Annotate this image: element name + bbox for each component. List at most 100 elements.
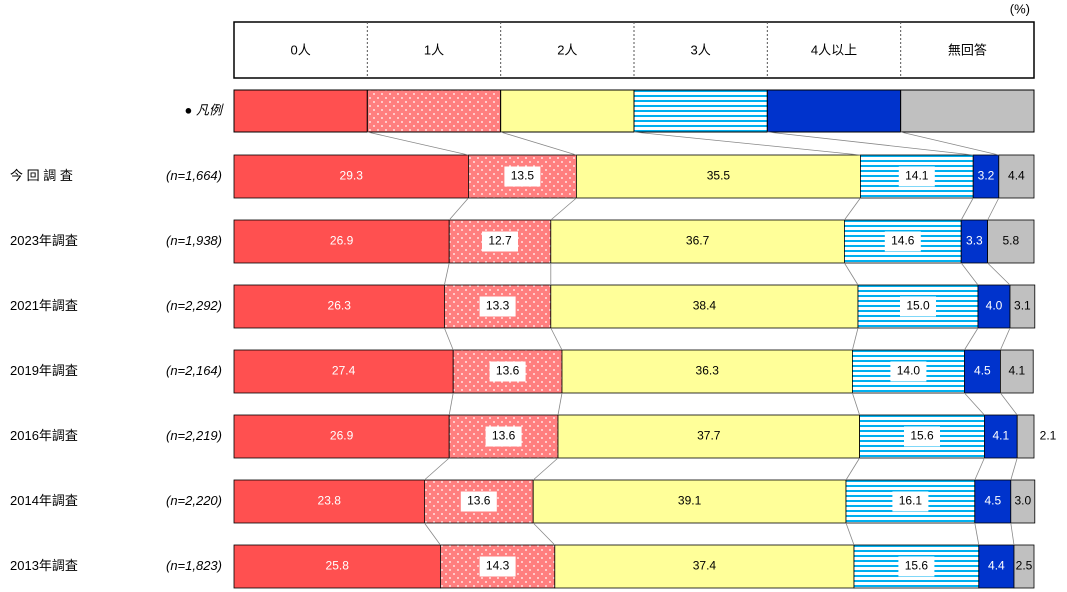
- label-box: [460, 491, 497, 512]
- data-label: 3.1: [1014, 299, 1031, 313]
- label-box: [898, 166, 935, 187]
- data-label: 14.0: [897, 364, 921, 378]
- data-label: 37.7: [697, 429, 721, 443]
- legend-label: ● 凡例: [185, 102, 224, 117]
- connector: [424, 522, 441, 546]
- bar-segment: [987, 219, 1035, 264]
- data-label: 3.3: [966, 234, 983, 248]
- data-label: 37.4: [693, 559, 717, 573]
- legend-entry: 4人以上: [811, 42, 857, 57]
- legend-swatch: [233, 89, 368, 133]
- data-label: 4.1: [1008, 364, 1025, 378]
- data-label: 4.4: [1008, 169, 1025, 183]
- legend-entry: 無回答: [948, 42, 987, 57]
- data-label: 3.2: [978, 169, 995, 183]
- connector: [852, 327, 859, 351]
- connector: [500, 131, 577, 156]
- data-label: 4.0: [986, 299, 1003, 313]
- label-box: [504, 166, 541, 187]
- bar-segment: [845, 479, 976, 524]
- label-box: [489, 361, 526, 382]
- data-label: 27.4: [332, 364, 356, 378]
- connector: [974, 457, 985, 481]
- data-label: 16.1: [899, 494, 923, 508]
- row-label: 2013年調査: [10, 558, 78, 573]
- connector: [845, 457, 860, 481]
- bar-segment: [233, 479, 425, 524]
- data-label: 5.8: [1002, 234, 1019, 248]
- bar-segment: [998, 154, 1035, 199]
- data-label: 13.6: [492, 429, 516, 443]
- connector: [424, 457, 450, 481]
- legend-swatch: [366, 89, 502, 133]
- unit-label: (%): [1010, 1, 1030, 16]
- connector: [900, 131, 999, 156]
- sample-size: (n=2,292): [166, 298, 222, 313]
- sample-size: (n=1,664): [166, 168, 222, 183]
- sample-size: (n=2,219): [166, 428, 222, 443]
- data-label: 4.1: [992, 429, 1009, 443]
- row-label: 今 回 調 査: [10, 168, 73, 183]
- data-label: 2.1: [1040, 429, 1057, 443]
- data-label: 13.6: [467, 494, 491, 508]
- sample-size: (n=2,164): [166, 363, 222, 378]
- row-label: 2014年調査: [10, 493, 78, 508]
- data-label: 26.9: [330, 234, 354, 248]
- connector: [844, 197, 861, 221]
- connector: [532, 522, 556, 546]
- bar-segment: [532, 479, 847, 524]
- connector: [550, 327, 563, 351]
- data-label: 15.0: [906, 299, 930, 313]
- label-box: [884, 231, 921, 252]
- legend-entry: 1人: [424, 42, 444, 57]
- bar-segment: [977, 284, 1011, 329]
- bar-segment: [233, 284, 445, 329]
- data-label: 38.4: [693, 299, 717, 313]
- connector: [845, 522, 855, 546]
- connector: [444, 327, 454, 351]
- bar-segment: [550, 219, 845, 264]
- data-label: 23.8: [318, 494, 342, 508]
- bar-segment: [439, 544, 556, 589]
- bar-segment: [233, 349, 454, 394]
- label-box: [479, 556, 516, 577]
- connector: [987, 262, 1011, 286]
- connector: [532, 457, 559, 481]
- connector: [767, 131, 974, 156]
- connector: [964, 392, 985, 416]
- legend-swatch: [500, 89, 635, 133]
- legend-entry: 3人: [691, 42, 711, 57]
- row-label: 2016年調査: [10, 428, 78, 443]
- connector: [852, 392, 860, 416]
- legend-swatch: [900, 89, 1035, 133]
- connector: [448, 197, 469, 221]
- connector: [960, 262, 979, 286]
- bar-segment: [557, 414, 861, 459]
- bar-segment: [233, 544, 441, 589]
- bar-segment: [1013, 544, 1035, 589]
- connector: [964, 327, 979, 351]
- data-label: 25.8: [326, 559, 350, 573]
- bar-segment: [550, 284, 859, 329]
- data-label: 36.7: [686, 234, 710, 248]
- label-box: [900, 296, 936, 317]
- data-label: 35.5: [707, 169, 731, 183]
- bar-segment: [1016, 414, 1035, 459]
- sample-size: (n=1,938): [166, 233, 222, 248]
- connector: [633, 131, 861, 156]
- legend-swatch: [633, 89, 768, 133]
- data-label: 12.7: [488, 234, 512, 248]
- data-label: 4.5: [974, 364, 991, 378]
- data-label: 14.3: [486, 559, 510, 573]
- connector: [1010, 522, 1015, 546]
- data-label: 39.1: [678, 494, 702, 508]
- label-box: [890, 361, 927, 382]
- data-label: 13.6: [496, 364, 520, 378]
- row-label: 2019年調査: [10, 363, 78, 378]
- label-box: [892, 491, 929, 512]
- label-box: [485, 426, 522, 447]
- connector: [367, 131, 469, 156]
- data-label: 14.1: [905, 169, 929, 183]
- data-label: 4.5: [984, 494, 1001, 508]
